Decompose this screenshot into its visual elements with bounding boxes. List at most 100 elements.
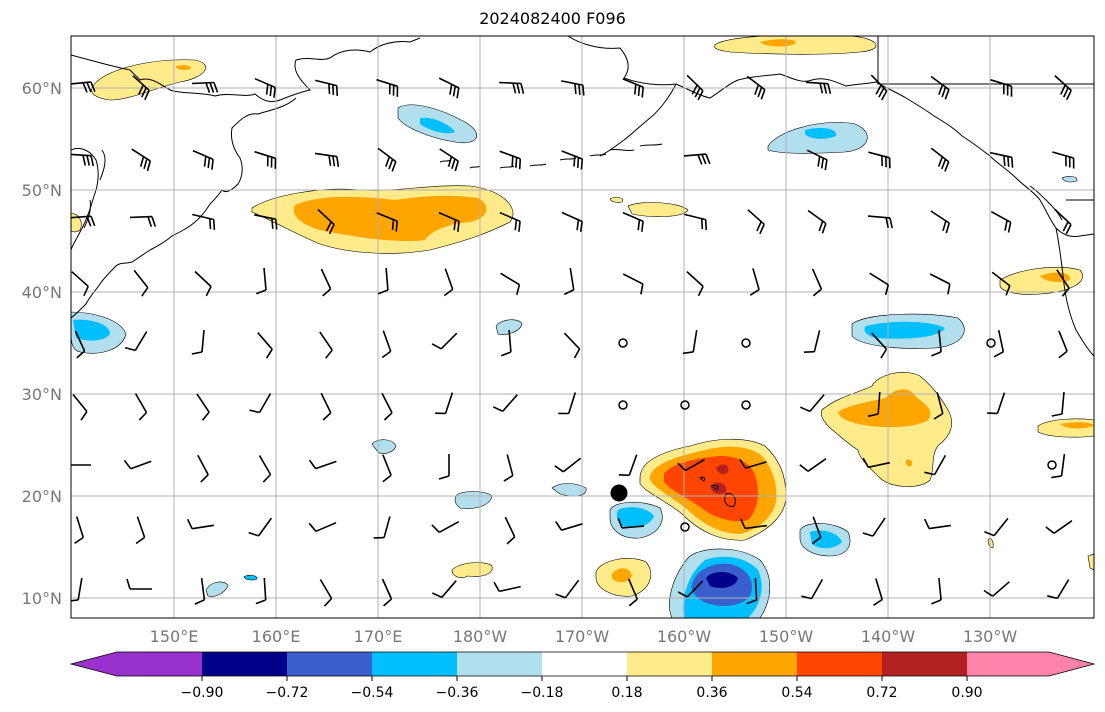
wind-barb-feather bbox=[452, 85, 457, 97]
wind-barb-feather bbox=[1011, 157, 1014, 168]
wind-barb-feather bbox=[273, 87, 276, 98]
wind-barb-feather bbox=[83, 285, 89, 297]
wind-barb-feather bbox=[74, 536, 84, 544]
wind-barb-shaft bbox=[811, 268, 823, 290]
wind-barb-feather bbox=[456, 87, 460, 99]
wind-barb-feather bbox=[799, 406, 811, 413]
wind-barb-feather bbox=[563, 289, 575, 296]
positive-anomaly-region bbox=[627, 202, 689, 217]
wind-barb-feather bbox=[682, 351, 694, 355]
wind-barb-feather bbox=[1065, 224, 1072, 235]
wind-barb-feather bbox=[200, 474, 209, 483]
wind-barb-feather bbox=[124, 346, 136, 352]
wind-barb-feather bbox=[582, 85, 585, 96]
wind-barb-feather bbox=[86, 216, 92, 227]
wind-barb-feather bbox=[194, 599, 205, 605]
wind-barb-feather bbox=[617, 517, 623, 529]
wind-barb-feather bbox=[1003, 155, 1006, 167]
wind-barb-feather bbox=[205, 286, 212, 297]
wind-barb-feather bbox=[803, 350, 815, 353]
positive-anomaly-core bbox=[760, 39, 796, 47]
wind-barb-feather bbox=[1047, 595, 1058, 600]
wind-barb-feather bbox=[705, 153, 711, 165]
wind-barb-shaft bbox=[809, 394, 825, 412]
coastline-kuril bbox=[83, 149, 106, 229]
wind-barb-feather bbox=[576, 219, 580, 231]
wind-barb-shaft bbox=[752, 268, 760, 290]
wind-barb-shaft bbox=[628, 454, 638, 476]
colorbar-outline bbox=[69, 651, 1096, 677]
wind-barb-feather bbox=[514, 219, 518, 231]
lat-label-50n: 50°N bbox=[22, 181, 62, 200]
wind-barb-feather bbox=[151, 216, 157, 227]
wind-barb-feather bbox=[383, 598, 393, 607]
wind-barb-shaft bbox=[134, 393, 148, 413]
wind-barb-feather bbox=[143, 158, 148, 170]
coastline-pacific-nw bbox=[1029, 185, 1063, 221]
wind-barb-feather bbox=[271, 218, 274, 229]
negative-anomaly-core bbox=[805, 128, 837, 139]
negative-anomaly-core bbox=[616, 507, 654, 528]
wind-barb-shaft bbox=[71, 271, 89, 287]
wind-barb-feather bbox=[576, 157, 580, 168]
wind-barb-feather bbox=[328, 155, 332, 166]
wind-barb-feather bbox=[249, 409, 260, 414]
wind-barb-feather bbox=[451, 158, 456, 170]
wind-barb-shaft bbox=[381, 392, 393, 414]
wind-barb-shaft bbox=[869, 272, 889, 286]
wind-barb-feather bbox=[580, 158, 584, 170]
lon-label-170e: 170°E bbox=[354, 627, 403, 646]
wind-barb-shaft bbox=[319, 579, 333, 599]
wind-barb-shaft bbox=[196, 393, 210, 413]
wind-barb-shaft bbox=[1056, 269, 1070, 289]
wind-barb-feather bbox=[637, 85, 641, 97]
wind-barb-shaft bbox=[502, 394, 518, 412]
wind-barb-feather bbox=[381, 350, 392, 359]
wind-barb-feather bbox=[71, 599, 79, 602]
wind-barb-shaft bbox=[754, 577, 758, 601]
wind-barb-feather bbox=[749, 288, 760, 296]
coastline-hawaii bbox=[699, 476, 736, 507]
wind-barb-feather bbox=[90, 215, 96, 227]
wind-barb-feather bbox=[759, 223, 765, 235]
wind-barb-shaft bbox=[385, 267, 389, 291]
wind-barb-shaft bbox=[807, 458, 827, 472]
wind-barb-feather bbox=[457, 221, 460, 232]
wind-barb-feather bbox=[138, 84, 144, 95]
wind-barb-feather bbox=[141, 87, 147, 98]
wind-barb-feather bbox=[213, 82, 219, 93]
positive-anomaly-region bbox=[91, 59, 206, 101]
wind-barb-feather bbox=[322, 412, 332, 421]
wind-barb-shaft bbox=[315, 460, 337, 470]
colorbar-extend-high bbox=[967, 652, 1049, 676]
wind-barb-feather bbox=[209, 82, 215, 93]
wind-barb-feather bbox=[634, 84, 637, 95]
wind-barb-feather bbox=[388, 158, 394, 170]
wind-barb-shaft bbox=[134, 331, 148, 351]
wind-barb-feather bbox=[431, 592, 443, 599]
wind-barb-feather bbox=[628, 598, 638, 607]
border-alaska-canada bbox=[877, 36, 1094, 85]
wind-barb-shaft bbox=[191, 524, 215, 530]
wind-barb-shaft bbox=[383, 516, 391, 538]
wind-barb-feather bbox=[332, 84, 335, 96]
wind-barb-feather bbox=[933, 412, 944, 420]
wind-barb-feather bbox=[201, 411, 210, 421]
wind-barb-shaft bbox=[561, 523, 583, 531]
calm-circle bbox=[1047, 460, 1057, 470]
colorbar-tick-label: 0.54 bbox=[781, 685, 812, 701]
wind-barb-feather bbox=[578, 84, 581, 95]
wind-barb-feather bbox=[704, 219, 707, 231]
wind-barb-feather bbox=[144, 89, 150, 101]
wind-barb-feather bbox=[262, 473, 272, 483]
wind-barb-feather bbox=[308, 459, 317, 470]
wind-barb-feather bbox=[512, 82, 517, 94]
wind-barb-feather bbox=[754, 84, 760, 95]
wind-barb-feather bbox=[945, 222, 950, 234]
wind-barb-feather bbox=[1065, 90, 1072, 101]
wind-barb-feather bbox=[516, 83, 521, 94]
wind-barb-feather bbox=[862, 457, 869, 468]
wind-barb-feather bbox=[880, 348, 888, 359]
calm-circle bbox=[618, 400, 628, 410]
wind-barb-feather bbox=[641, 221, 644, 232]
